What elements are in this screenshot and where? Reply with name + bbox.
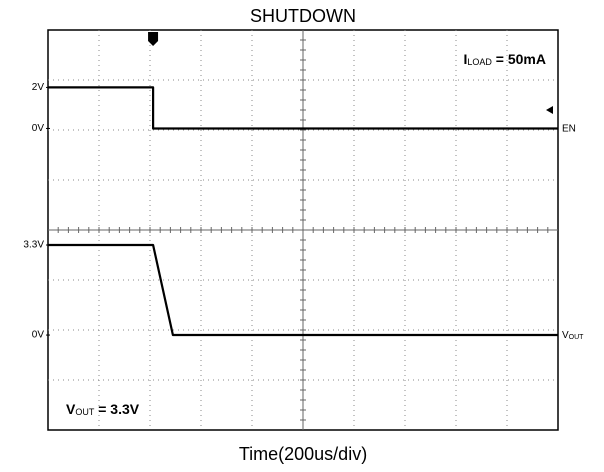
trace [48, 86, 558, 130]
annotation-sub: LOAD [467, 57, 492, 67]
trigger-letter: ⊤ [149, 32, 157, 42]
channel-name-sub: OUT [569, 334, 585, 341]
channel-label: VOUT [562, 330, 584, 341]
annotation-rest: = 3.3V [94, 401, 139, 417]
annotation-rest: = 50mA [492, 51, 546, 67]
channel-name: EN [562, 123, 576, 134]
annotation-main: I [464, 51, 468, 67]
level-label: 0V [32, 123, 45, 134]
annotation: ILOAD = 50mA [464, 51, 547, 68]
annotation: VOUT = 3.3V [66, 401, 140, 418]
channel-label: EN [562, 123, 576, 134]
chart-title: SHUTDOWN [250, 6, 356, 26]
x-axis-label: Time(200us/div) [239, 444, 367, 464]
trace [48, 243, 558, 337]
trigger-level-arrow [546, 106, 553, 114]
level-label: 2V [32, 82, 45, 93]
channel-name: V [562, 330, 569, 341]
level-label: 0V [32, 330, 45, 341]
level-label: 3.3V [23, 240, 44, 251]
annotation-sub: OUT [75, 407, 95, 417]
annotation-main: V [66, 401, 76, 417]
trigger-marker [148, 32, 159, 46]
